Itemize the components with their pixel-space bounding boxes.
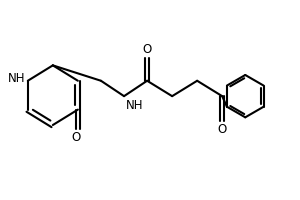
Text: O: O [218,123,227,136]
Text: NH: NH [8,72,25,85]
Text: NH: NH [126,99,143,112]
Text: O: O [71,131,81,144]
Text: O: O [142,43,152,56]
